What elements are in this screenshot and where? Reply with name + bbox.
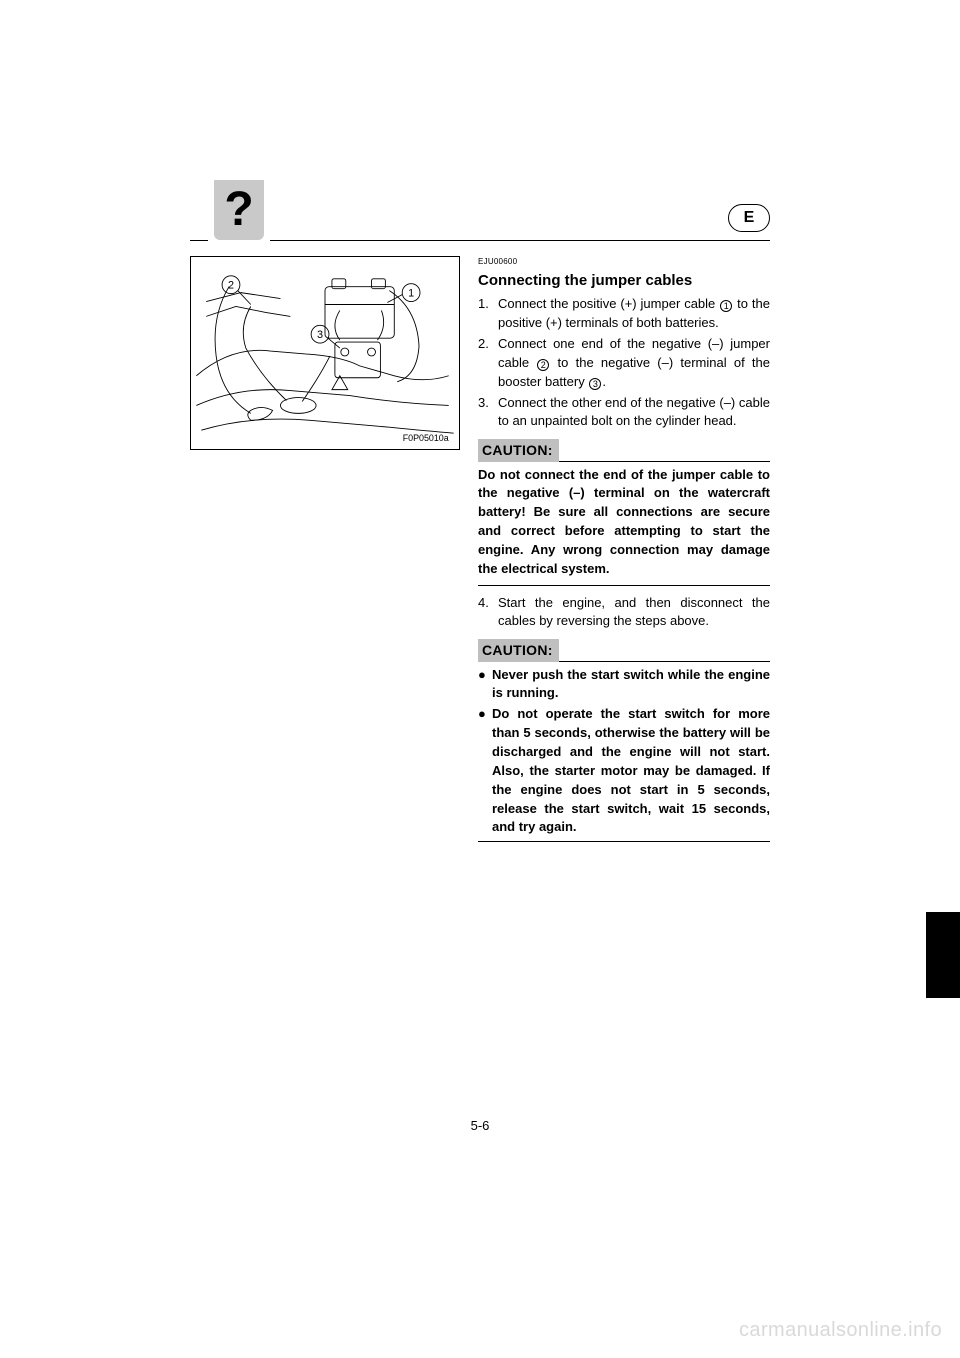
bullet-text: Do not operate the start switch for more…	[492, 705, 770, 837]
section-heading: Connecting the jumper cables	[478, 270, 770, 292]
step-3: 3. Connect the other end of the negative…	[478, 394, 770, 432]
right-column: EJU00600 Connecting the jumper cables 1.…	[478, 256, 770, 850]
bullet-item: ● Do not operate the start switch for mo…	[478, 705, 770, 837]
diagram-svg: 1 2	[191, 257, 459, 449]
caution-2-header: CAUTION:	[478, 639, 770, 661]
left-column: 1 2	[190, 256, 460, 850]
manual-page: ? E	[190, 190, 770, 850]
step-text: Start the engine, and then disconnect th…	[498, 594, 770, 632]
question-mark-icon: ?	[224, 186, 253, 234]
divider-rule	[478, 585, 770, 586]
page-number: 5-6	[471, 1118, 490, 1133]
step-text: Connect the other end of the negative (–…	[498, 394, 770, 432]
step-number: 1.	[478, 295, 498, 333]
step-number: 2.	[478, 335, 498, 392]
step-2: 2. Connect one end of the negative (–) j…	[478, 335, 770, 392]
page-header: ? E	[190, 190, 770, 250]
bullet-text: Never push the start switch while the en…	[492, 666, 770, 704]
watermark: carmanualsonline.info	[739, 1319, 942, 1342]
caution-1-header: CAUTION:	[478, 439, 770, 461]
content-columns: 1 2	[190, 256, 770, 850]
bullet-icon: ●	[478, 666, 492, 704]
header-rule	[190, 240, 770, 241]
callout-3-icon: 3	[589, 378, 601, 390]
caution-1-body: Do not connect the end of the jumper cab…	[478, 466, 770, 579]
svg-text:1: 1	[408, 288, 414, 300]
bullet-icon: ●	[478, 705, 492, 837]
bullet-item: ● Never push the start switch while the …	[478, 666, 770, 704]
diagram-ref-code: F0P05010a	[403, 433, 449, 443]
caution-2-bullets: ● Never push the start switch while the …	[478, 666, 770, 838]
step-text: Connect the positive (+) jumper cable 1 …	[498, 295, 770, 333]
step-1: 1. Connect the positive (+) jumper cable…	[478, 295, 770, 333]
divider-rule	[478, 841, 770, 842]
section-tab	[926, 912, 960, 998]
step-number: 4.	[478, 594, 498, 632]
svg-text:2: 2	[228, 280, 234, 292]
caution-label: CAUTION:	[478, 639, 559, 661]
steps-list-2: 4. Start the engine, and then disconnect…	[478, 594, 770, 632]
language-badge: E	[728, 204, 770, 232]
language-badge-text: E	[744, 209, 755, 227]
callout-2-icon: 2	[537, 359, 549, 371]
doc-code: EJU00600	[478, 256, 770, 268]
step-text: Connect one end of the negative (–) jump…	[498, 335, 770, 392]
svg-text:3: 3	[317, 329, 323, 341]
callout-1-icon: 1	[720, 300, 732, 312]
step-number: 3.	[478, 394, 498, 432]
steps-list-1: 1. Connect the positive (+) jumper cable…	[478, 295, 770, 431]
caution-label: CAUTION:	[478, 439, 559, 461]
section-icon: ?	[214, 180, 264, 240]
step-4: 4. Start the engine, and then disconnect…	[478, 594, 770, 632]
jumper-cable-diagram: 1 2	[190, 256, 460, 450]
